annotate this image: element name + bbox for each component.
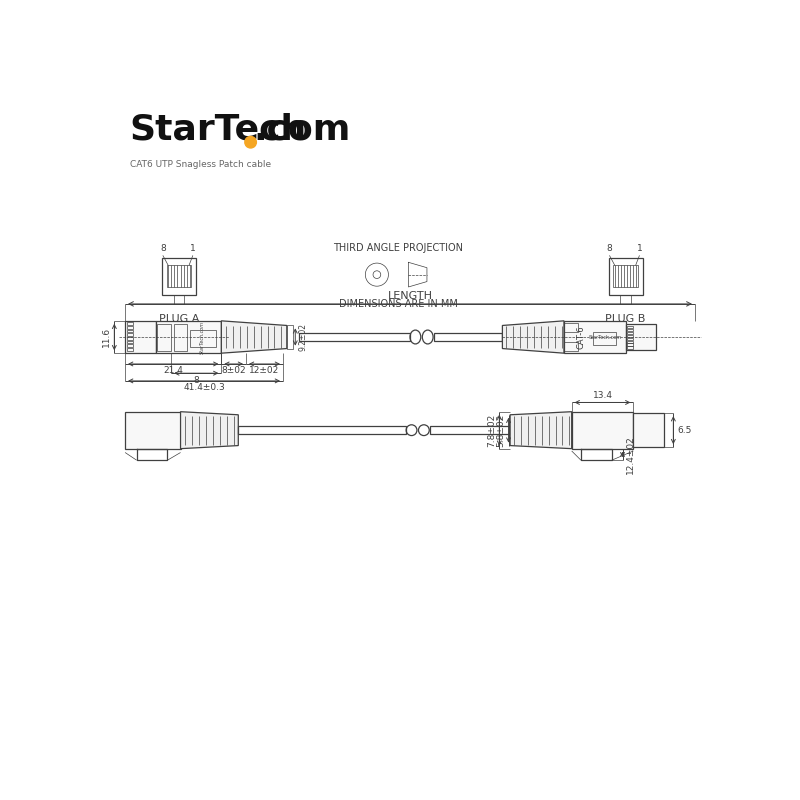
Text: 1: 1 [190, 244, 196, 253]
Text: 12.4±02: 12.4±02 [626, 435, 634, 474]
Text: LENGTH: LENGTH [387, 291, 433, 301]
Bar [162, 258, 196, 294]
Bar [627, 326, 634, 328]
Bar [126, 345, 133, 347]
Text: 5.8±02: 5.8±02 [497, 414, 506, 447]
Bar [174, 324, 187, 351]
Bar [626, 324, 656, 350]
Polygon shape [510, 412, 572, 449]
Bar [125, 412, 181, 449]
Bar [190, 330, 216, 347]
Text: 8±02: 8±02 [222, 366, 246, 375]
Text: 21.4: 21.4 [163, 366, 183, 375]
Bar [299, 333, 410, 341]
Text: CAT6 UTP Snagless Patch cable: CAT6 UTP Snagless Patch cable [130, 160, 272, 169]
Bar [126, 330, 133, 332]
Bar [564, 342, 578, 351]
Bar [564, 321, 626, 353]
Text: CAT-6: CAT-6 [577, 325, 586, 349]
Bar [126, 341, 133, 343]
Bar [627, 341, 634, 342]
Bar [166, 266, 191, 287]
Text: 13.4: 13.4 [593, 391, 613, 400]
Bar [126, 326, 133, 329]
Text: 8: 8 [160, 244, 166, 253]
Bar [609, 258, 642, 294]
Bar [572, 412, 634, 449]
Bar [627, 346, 634, 349]
Text: 8: 8 [606, 244, 612, 253]
Bar [434, 333, 502, 341]
Polygon shape [181, 412, 238, 449]
Text: PLUG B: PLUG B [606, 314, 646, 324]
Text: 11.6: 11.6 [102, 327, 111, 347]
Bar [126, 334, 133, 336]
Bar [627, 338, 634, 340]
Bar [627, 343, 634, 346]
Bar [287, 326, 293, 349]
Text: THIRD ANGLE PROJECTION: THIRD ANGLE PROJECTION [334, 243, 463, 253]
Text: PLUG A: PLUG A [159, 314, 199, 324]
Circle shape [245, 137, 256, 148]
Text: .com: .com [253, 112, 350, 146]
Bar [156, 321, 222, 353]
Text: 6.5: 6.5 [677, 426, 691, 434]
Text: StarTech.com: StarTech.com [588, 334, 622, 339]
Bar [594, 332, 616, 346]
Bar [564, 323, 578, 332]
Text: 7.8±02: 7.8±02 [487, 414, 496, 447]
Bar [158, 324, 171, 351]
Bar [614, 266, 638, 287]
Bar [627, 332, 634, 334]
Text: 8: 8 [194, 375, 199, 385]
Text: 1: 1 [637, 244, 642, 253]
Bar [627, 334, 634, 337]
Bar [430, 426, 510, 434]
Bar [174, 294, 184, 304]
Polygon shape [222, 321, 287, 353]
Bar [238, 426, 406, 434]
Text: StarTech.com: StarTech.com [200, 321, 206, 354]
Text: 41.4±0.3: 41.4±0.3 [183, 383, 225, 392]
Bar [627, 329, 634, 331]
Bar [126, 322, 133, 325]
Bar [125, 321, 156, 353]
Bar [634, 414, 664, 447]
Bar [126, 337, 133, 340]
Bar [126, 348, 133, 351]
Bar [620, 294, 631, 304]
Text: 12±02: 12±02 [250, 366, 279, 375]
Polygon shape [502, 321, 564, 353]
Text: StarTech: StarTech [129, 112, 306, 146]
Text: DIMENSIONS ARE IN MM: DIMENSIONS ARE IN MM [339, 299, 458, 310]
Text: 9.2±02: 9.2±02 [298, 323, 307, 351]
